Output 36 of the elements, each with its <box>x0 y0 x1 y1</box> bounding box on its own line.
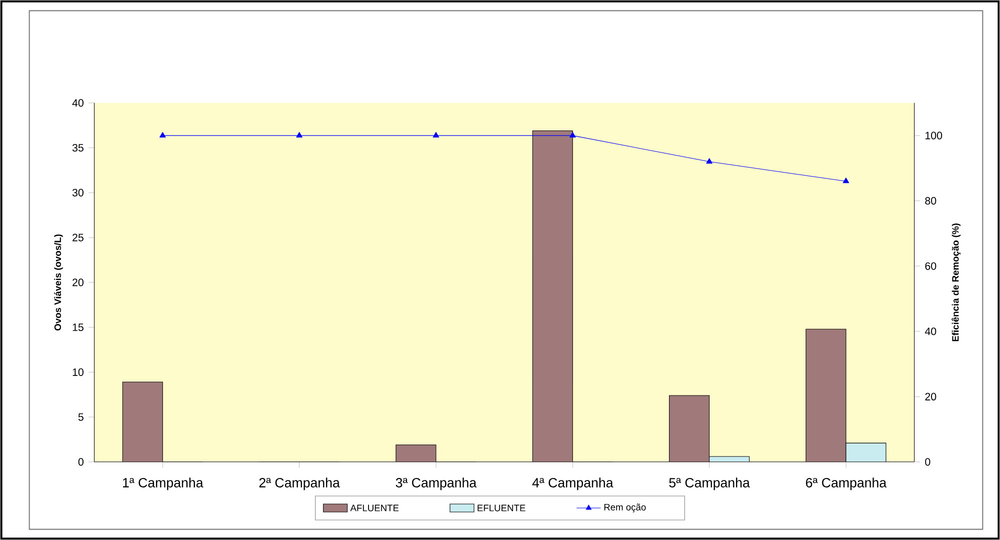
point <box>842 178 850 184</box>
y2-tick-label: 100 <box>926 132 942 140</box>
y-tick-label: 40 <box>72 99 84 107</box>
bar <box>846 442 886 462</box>
bar <box>532 130 573 462</box>
x-tick-label: 2ª Campanha <box>259 478 340 490</box>
legend-label: AFLUENTE <box>350 504 399 512</box>
y-tick-label: 35 <box>72 144 84 152</box>
y-tick-label: 5 <box>78 413 84 421</box>
y2-axis-title: Eficiência de Remoção (%) <box>952 224 961 342</box>
x-tick-label: 4ª Campanha <box>532 478 614 490</box>
x-tick-label: 1ª Campanha <box>123 478 204 490</box>
legend-label: Rem oção <box>604 504 646 512</box>
point <box>432 132 440 138</box>
y2-tick-label: 0 <box>925 458 930 466</box>
point <box>159 132 166 138</box>
bar <box>396 444 436 462</box>
y-axis-title: Ovos Viáveis (ovos/L) <box>54 234 63 330</box>
x-tick-label: 5ª Campanha <box>669 478 750 490</box>
y2-tick-label: 60 <box>925 262 936 270</box>
y-tick-label: 15 <box>72 324 84 332</box>
y-tick-label: 0 <box>78 458 84 466</box>
y2-tick-label: 20 <box>925 392 936 400</box>
point <box>296 132 302 138</box>
y-tick-label: 10 <box>72 368 84 376</box>
x-tick-label: 6ª Campanha <box>806 478 887 490</box>
legend-label: EFLUENTE <box>478 504 526 512</box>
point <box>706 158 712 164</box>
point <box>569 132 576 138</box>
y-tick-label: 30 <box>72 188 84 196</box>
y2-tick-label: 80 <box>925 197 936 205</box>
y-tick-label: 25 <box>72 234 84 242</box>
y2-tick-label: 40 <box>924 328 936 336</box>
y-tick-label: 20 <box>72 278 84 286</box>
x-tick-label: 3ª Campanha <box>396 478 477 490</box>
bar <box>122 382 163 462</box>
